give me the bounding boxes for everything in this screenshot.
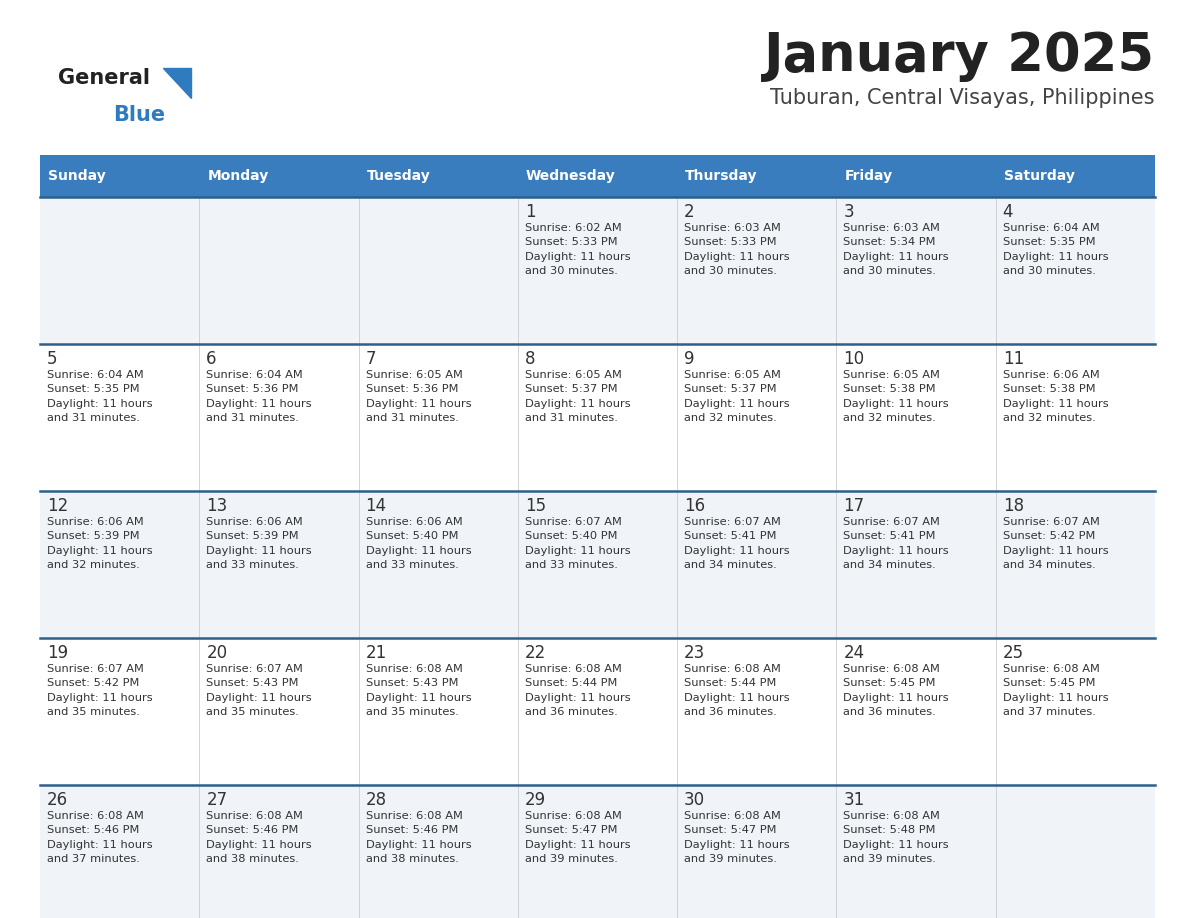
Bar (40, 638, 1155, 785)
Text: Tuburan, Central Visayas, Philippines: Tuburan, Central Visayas, Philippines (771, 88, 1155, 108)
Text: 9: 9 (684, 350, 695, 368)
Text: 28: 28 (366, 791, 387, 809)
Text: 23: 23 (684, 644, 706, 662)
Text: Sunrise: 6:08 AM
Sunset: 5:45 PM
Daylight: 11 hours
and 36 minutes.: Sunrise: 6:08 AM Sunset: 5:45 PM Dayligh… (843, 664, 949, 717)
Bar (40, 155, 200, 197)
Bar (200, 155, 359, 197)
Text: Sunday: Sunday (48, 169, 106, 183)
Text: 7: 7 (366, 350, 377, 368)
Text: Thursday: Thursday (685, 169, 758, 183)
Text: 20: 20 (207, 644, 227, 662)
Text: 1: 1 (525, 203, 536, 221)
Text: 5: 5 (48, 350, 57, 368)
Text: Sunrise: 6:04 AM
Sunset: 5:36 PM
Daylight: 11 hours
and 31 minutes.: Sunrise: 6:04 AM Sunset: 5:36 PM Dayligh… (207, 370, 312, 423)
Text: 11: 11 (1003, 350, 1024, 368)
Text: Sunrise: 6:04 AM
Sunset: 5:35 PM
Daylight: 11 hours
and 30 minutes.: Sunrise: 6:04 AM Sunset: 5:35 PM Dayligh… (1003, 223, 1108, 276)
Bar (359, 155, 518, 197)
Text: Saturday: Saturday (1004, 169, 1075, 183)
Text: Wednesday: Wednesday (526, 169, 615, 183)
Text: Sunrise: 6:05 AM
Sunset: 5:37 PM
Daylight: 11 hours
and 32 minutes.: Sunrise: 6:05 AM Sunset: 5:37 PM Dayligh… (684, 370, 790, 423)
Bar (518, 155, 677, 197)
Text: Friday: Friday (845, 169, 892, 183)
Text: 26: 26 (48, 791, 68, 809)
Text: Sunrise: 6:08 AM
Sunset: 5:45 PM
Daylight: 11 hours
and 37 minutes.: Sunrise: 6:08 AM Sunset: 5:45 PM Dayligh… (1003, 664, 1108, 717)
Text: 16: 16 (684, 497, 706, 515)
Text: Sunrise: 6:08 AM
Sunset: 5:47 PM
Daylight: 11 hours
and 39 minutes.: Sunrise: 6:08 AM Sunset: 5:47 PM Dayligh… (525, 811, 631, 864)
Text: Tuesday: Tuesday (367, 169, 430, 183)
Text: Sunrise: 6:07 AM
Sunset: 5:42 PM
Daylight: 11 hours
and 35 minutes.: Sunrise: 6:07 AM Sunset: 5:42 PM Dayligh… (48, 664, 152, 717)
Bar (836, 155, 996, 197)
Text: 31: 31 (843, 791, 865, 809)
Text: Sunrise: 6:07 AM
Sunset: 5:41 PM
Daylight: 11 hours
and 34 minutes.: Sunrise: 6:07 AM Sunset: 5:41 PM Dayligh… (843, 517, 949, 570)
Text: Sunrise: 6:08 AM
Sunset: 5:44 PM
Daylight: 11 hours
and 36 minutes.: Sunrise: 6:08 AM Sunset: 5:44 PM Dayligh… (684, 664, 790, 717)
Text: Blue: Blue (113, 105, 165, 125)
Bar (677, 155, 836, 197)
Bar (996, 155, 1155, 197)
Text: 8: 8 (525, 350, 536, 368)
Text: Sunrise: 6:03 AM
Sunset: 5:34 PM
Daylight: 11 hours
and 30 minutes.: Sunrise: 6:03 AM Sunset: 5:34 PM Dayligh… (843, 223, 949, 276)
Bar (40, 785, 1155, 918)
Text: Sunrise: 6:06 AM
Sunset: 5:39 PM
Daylight: 11 hours
and 32 minutes.: Sunrise: 6:06 AM Sunset: 5:39 PM Dayligh… (48, 517, 152, 570)
Text: Sunrise: 6:06 AM
Sunset: 5:40 PM
Daylight: 11 hours
and 33 minutes.: Sunrise: 6:06 AM Sunset: 5:40 PM Dayligh… (366, 517, 472, 570)
Text: Sunrise: 6:08 AM
Sunset: 5:47 PM
Daylight: 11 hours
and 39 minutes.: Sunrise: 6:08 AM Sunset: 5:47 PM Dayligh… (684, 811, 790, 864)
Text: 15: 15 (525, 497, 546, 515)
Text: Monday: Monday (207, 169, 268, 183)
Text: 19: 19 (48, 644, 68, 662)
Text: Sunrise: 6:07 AM
Sunset: 5:43 PM
Daylight: 11 hours
and 35 minutes.: Sunrise: 6:07 AM Sunset: 5:43 PM Dayligh… (207, 664, 312, 717)
Polygon shape (163, 68, 191, 98)
Text: Sunrise: 6:07 AM
Sunset: 5:42 PM
Daylight: 11 hours
and 34 minutes.: Sunrise: 6:07 AM Sunset: 5:42 PM Dayligh… (1003, 517, 1108, 570)
Text: 24: 24 (843, 644, 865, 662)
Text: Sunrise: 6:08 AM
Sunset: 5:46 PM
Daylight: 11 hours
and 38 minutes.: Sunrise: 6:08 AM Sunset: 5:46 PM Dayligh… (366, 811, 472, 864)
Text: 25: 25 (1003, 644, 1024, 662)
Text: 18: 18 (1003, 497, 1024, 515)
Text: Sunrise: 6:04 AM
Sunset: 5:35 PM
Daylight: 11 hours
and 31 minutes.: Sunrise: 6:04 AM Sunset: 5:35 PM Dayligh… (48, 370, 152, 423)
Text: 13: 13 (207, 497, 228, 515)
Text: Sunrise: 6:02 AM
Sunset: 5:33 PM
Daylight: 11 hours
and 30 minutes.: Sunrise: 6:02 AM Sunset: 5:33 PM Dayligh… (525, 223, 631, 276)
Text: Sunrise: 6:08 AM
Sunset: 5:46 PM
Daylight: 11 hours
and 38 minutes.: Sunrise: 6:08 AM Sunset: 5:46 PM Dayligh… (207, 811, 312, 864)
Text: Sunrise: 6:05 AM
Sunset: 5:38 PM
Daylight: 11 hours
and 32 minutes.: Sunrise: 6:05 AM Sunset: 5:38 PM Dayligh… (843, 370, 949, 423)
Text: 21: 21 (366, 644, 387, 662)
Text: General: General (58, 68, 150, 88)
Text: 14: 14 (366, 497, 387, 515)
Text: Sunrise: 6:08 AM
Sunset: 5:46 PM
Daylight: 11 hours
and 37 minutes.: Sunrise: 6:08 AM Sunset: 5:46 PM Dayligh… (48, 811, 152, 864)
Text: Sunrise: 6:07 AM
Sunset: 5:41 PM
Daylight: 11 hours
and 34 minutes.: Sunrise: 6:07 AM Sunset: 5:41 PM Dayligh… (684, 517, 790, 570)
Bar (40, 197, 1155, 344)
Text: Sunrise: 6:06 AM
Sunset: 5:39 PM
Daylight: 11 hours
and 33 minutes.: Sunrise: 6:06 AM Sunset: 5:39 PM Dayligh… (207, 517, 312, 570)
Text: 2: 2 (684, 203, 695, 221)
Text: 6: 6 (207, 350, 216, 368)
Text: January 2025: January 2025 (764, 30, 1155, 82)
Text: 30: 30 (684, 791, 706, 809)
Text: Sunrise: 6:03 AM
Sunset: 5:33 PM
Daylight: 11 hours
and 30 minutes.: Sunrise: 6:03 AM Sunset: 5:33 PM Dayligh… (684, 223, 790, 276)
Text: Sunrise: 6:08 AM
Sunset: 5:43 PM
Daylight: 11 hours
and 35 minutes.: Sunrise: 6:08 AM Sunset: 5:43 PM Dayligh… (366, 664, 472, 717)
Text: Sunrise: 6:08 AM
Sunset: 5:44 PM
Daylight: 11 hours
and 36 minutes.: Sunrise: 6:08 AM Sunset: 5:44 PM Dayligh… (525, 664, 631, 717)
Text: Sunrise: 6:05 AM
Sunset: 5:36 PM
Daylight: 11 hours
and 31 minutes.: Sunrise: 6:05 AM Sunset: 5:36 PM Dayligh… (366, 370, 472, 423)
Text: 12: 12 (48, 497, 68, 515)
Text: Sunrise: 6:06 AM
Sunset: 5:38 PM
Daylight: 11 hours
and 32 minutes.: Sunrise: 6:06 AM Sunset: 5:38 PM Dayligh… (1003, 370, 1108, 423)
Text: Sunrise: 6:08 AM
Sunset: 5:48 PM
Daylight: 11 hours
and 39 minutes.: Sunrise: 6:08 AM Sunset: 5:48 PM Dayligh… (843, 811, 949, 864)
Text: 27: 27 (207, 791, 227, 809)
Text: 10: 10 (843, 350, 865, 368)
Bar (40, 491, 1155, 638)
Text: 3: 3 (843, 203, 854, 221)
Bar (40, 344, 1155, 491)
Text: 22: 22 (525, 644, 546, 662)
Text: 29: 29 (525, 791, 546, 809)
Text: 17: 17 (843, 497, 865, 515)
Text: Sunrise: 6:07 AM
Sunset: 5:40 PM
Daylight: 11 hours
and 33 minutes.: Sunrise: 6:07 AM Sunset: 5:40 PM Dayligh… (525, 517, 631, 570)
Text: 4: 4 (1003, 203, 1013, 221)
Text: Sunrise: 6:05 AM
Sunset: 5:37 PM
Daylight: 11 hours
and 31 minutes.: Sunrise: 6:05 AM Sunset: 5:37 PM Dayligh… (525, 370, 631, 423)
